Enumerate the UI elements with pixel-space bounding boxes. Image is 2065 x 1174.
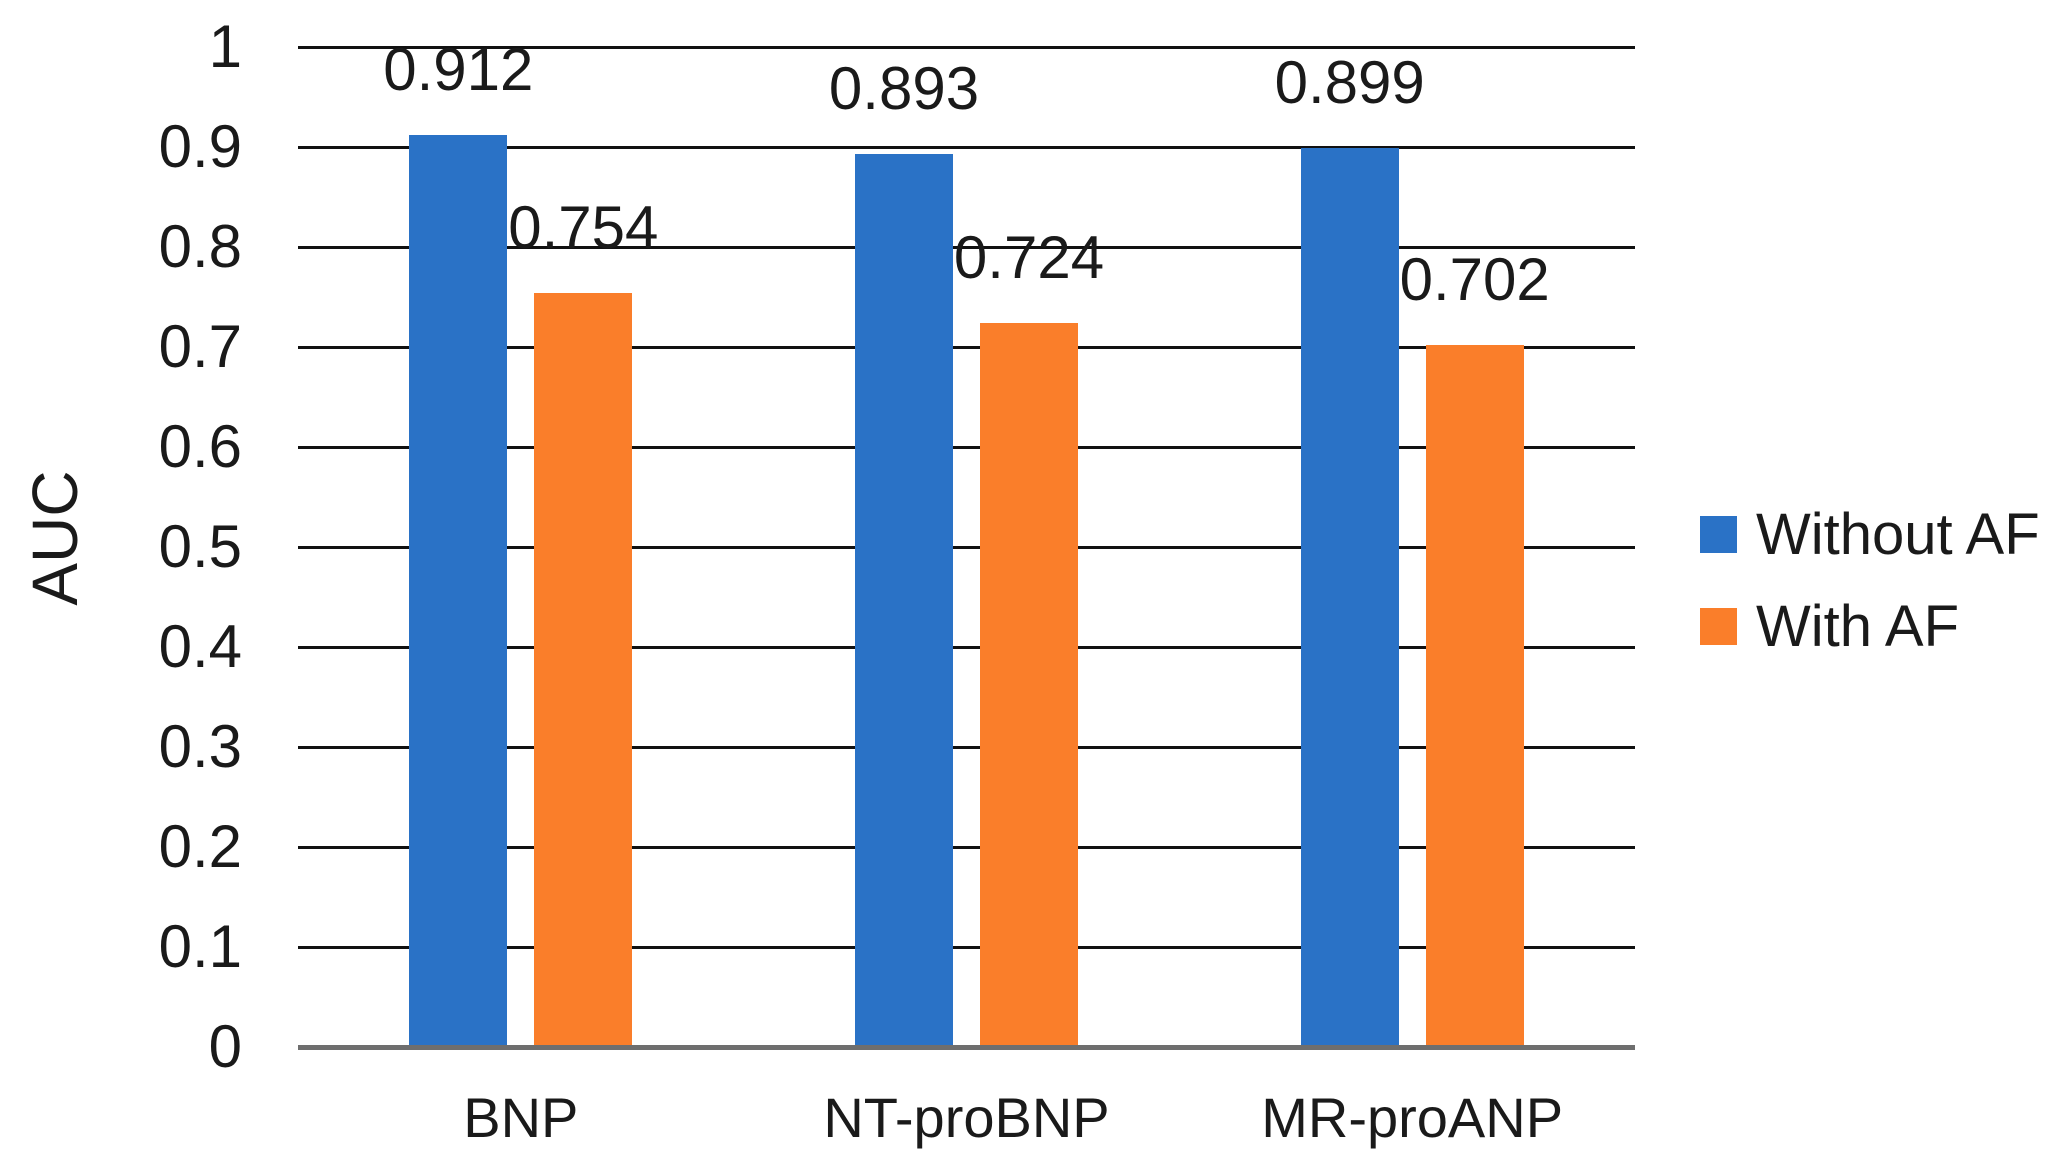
y-tick-label: 0.3	[158, 713, 242, 780]
data-label: 0.724	[953, 224, 1105, 291]
data-label: 0.754	[508, 194, 659, 261]
legend-item-without-af: Without AF	[1700, 502, 2040, 567]
y-tick-label: 0.9	[158, 113, 242, 180]
y-tick-label: 1	[208, 13, 242, 80]
bar-without-af-mr-proanp: 0.899	[1275, 53, 1425, 1047]
gridline	[298, 745, 1635, 749]
data-label: 0.899	[1274, 49, 1425, 116]
y-tick-label: 0.8	[158, 213, 242, 280]
category-label: BNP	[463, 1086, 579, 1149]
bar-with-af-bnp: 0.754	[508, 198, 658, 1047]
category-label: NT-proBNP	[823, 1086, 1110, 1149]
data-label: 0.702	[1399, 246, 1550, 313]
legend-swatch-icon	[1700, 607, 1737, 645]
gridline	[298, 145, 1635, 149]
y-tick-label: 0.6	[158, 413, 242, 480]
gridline	[298, 345, 1635, 349]
y-tick-label: 0.1	[158, 913, 242, 980]
gridline	[298, 845, 1635, 849]
y-tick-label: 0.7	[158, 313, 242, 380]
bar-without-af-bnp: 0.912	[383, 40, 533, 1047]
y-tick-label: 0.4	[158, 613, 242, 680]
bar-without-af-nt-probnp: 0.893	[829, 59, 979, 1047]
legend-swatch-icon	[1700, 515, 1737, 553]
legend-label: Without AF	[1756, 501, 2040, 567]
gridline	[298, 645, 1635, 649]
bar-with-af-mr-proanp: 0.702	[1400, 250, 1550, 1047]
gridline	[298, 445, 1635, 449]
y-tick-label: 0	[208, 1013, 242, 1080]
legend-label: With AF	[1756, 593, 1960, 659]
data-label: 0.912	[383, 36, 534, 103]
x-axis-line	[298, 1045, 1635, 1050]
y-tick-label: 0.2	[158, 813, 242, 880]
bar-with-af-nt-probnp: 0.724	[954, 228, 1104, 1047]
gridline	[298, 45, 1635, 49]
gridline	[298, 245, 1635, 249]
data-label: 0.893	[828, 55, 980, 122]
y-tick-label: 0.5	[158, 513, 242, 580]
gridline	[298, 945, 1635, 949]
gridline	[298, 545, 1635, 549]
legend-item-with-af: With AF	[1700, 594, 1959, 659]
category-label: MR-proANP	[1261, 1086, 1564, 1149]
